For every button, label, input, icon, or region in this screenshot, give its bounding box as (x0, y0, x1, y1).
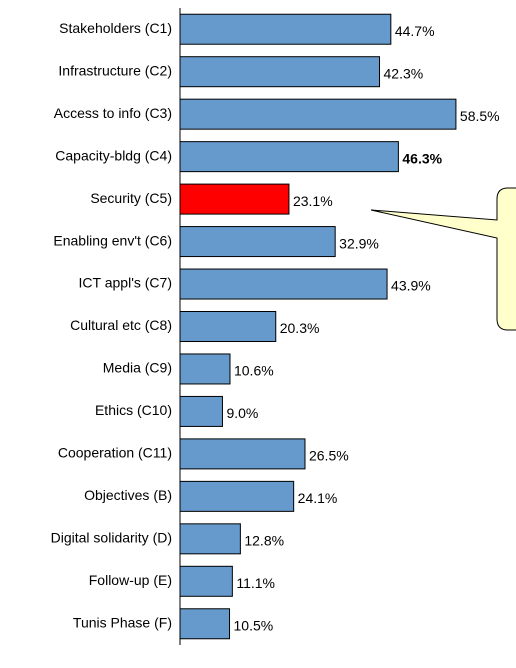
bar (179, 311, 277, 342)
y-tick-label: Enabling env't (C6) (53, 232, 172, 248)
value-label: 24.1% (298, 490, 338, 506)
bar (179, 141, 399, 173)
value-label: 32.9% (339, 235, 379, 251)
bar (179, 98, 457, 130)
value-label: 23.1% (293, 193, 333, 209)
y-tick-label: Cultural etc (C8) (70, 317, 172, 333)
speech-bubble (370, 187, 516, 331)
bar (179, 13, 392, 45)
y-tick-label: ICT appl's (C7) (79, 275, 172, 291)
value-label: 10.5% (234, 617, 274, 633)
value-label: 9.0% (226, 405, 258, 421)
bar (179, 268, 388, 300)
bar (179, 523, 241, 555)
bar (179, 608, 231, 640)
bar (179, 226, 336, 258)
value-label: 10.6% (234, 363, 274, 379)
y-tick-label: Cooperation (C11) (58, 445, 172, 461)
bar (179, 183, 290, 215)
value-label: 43.9% (391, 278, 431, 294)
value-label: 44.7% (395, 23, 435, 39)
y-tick-label: Digital solidarity (D) (51, 530, 172, 546)
value-label: 58.5% (460, 108, 500, 124)
y-tick-label: Access to info (C3) (54, 105, 172, 121)
bar (179, 438, 306, 470)
bar (179, 395, 223, 427)
value-label: 20.3% (280, 320, 320, 336)
y-tick-label: Ethics (C10) (95, 402, 172, 418)
y-tick-label: Media (C9) (103, 360, 172, 376)
value-label: 42.3% (384, 65, 424, 81)
y-tick-label: Stakeholders (C1) (59, 20, 172, 36)
value-label: 26.5% (309, 448, 349, 464)
callout (370, 187, 516, 331)
bar (179, 56, 381, 88)
y-tick-label: Infrastructure (C2) (58, 62, 172, 78)
y-tick-label: Objectives (B) (84, 487, 172, 503)
value-label: 46.3% (402, 150, 442, 166)
value-label: 11.1% (236, 575, 275, 591)
bar (179, 353, 231, 385)
bar (179, 480, 295, 512)
y-tick-label: Follow-up (E) (89, 572, 172, 588)
y-tick-label: Capacity-bldg (C4) (55, 147, 172, 163)
y-tick-label: Security (C5) (90, 190, 172, 206)
bar (179, 565, 233, 597)
y-tick-label: Tunis Phase (F) (73, 614, 172, 630)
value-label: 12.8% (244, 533, 284, 549)
